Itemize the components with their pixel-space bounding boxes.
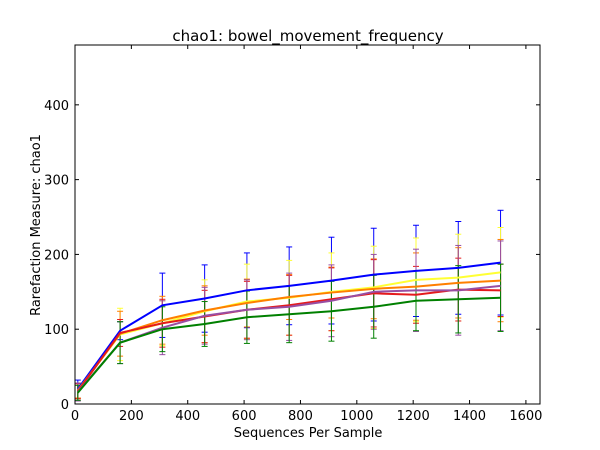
series-line-0 xyxy=(77,261,501,390)
x-tick-label: 200 xyxy=(119,409,144,424)
x-tick-label: 600 xyxy=(232,409,257,424)
series-line-5 xyxy=(77,296,501,394)
series-line-2 xyxy=(77,279,501,392)
axis-ticks: 0 200 400 600 800 1000 1200 1400 1600 0 100 200 300 4… xyxy=(44,45,542,424)
x-tick-label: 400 xyxy=(175,409,200,424)
x-tick-label: 800 xyxy=(288,409,313,424)
plot-frame xyxy=(74,44,541,405)
x-tick-label: 1600 xyxy=(509,409,542,424)
y-tick-label: 0 xyxy=(61,398,69,413)
plot-area xyxy=(74,209,504,402)
x-tick-label: 1000 xyxy=(340,409,373,424)
y-axis-label: Rarefaction Measure: chao1 xyxy=(29,134,44,316)
y-tick-label: 300 xyxy=(44,174,69,189)
x-tick-label: 1400 xyxy=(453,409,486,424)
x-tick-label: 0 xyxy=(71,409,79,424)
x-tick-label: 1200 xyxy=(397,409,430,424)
y-tick-label: 200 xyxy=(44,248,69,263)
x-axis-label: Sequences Per Sample xyxy=(234,426,383,441)
y-tick-label: 400 xyxy=(44,99,69,114)
series-line-3 xyxy=(77,288,501,392)
chart-title: chao1: bowel_movement_frequency xyxy=(172,27,443,46)
y-tick-label: 100 xyxy=(44,323,69,338)
